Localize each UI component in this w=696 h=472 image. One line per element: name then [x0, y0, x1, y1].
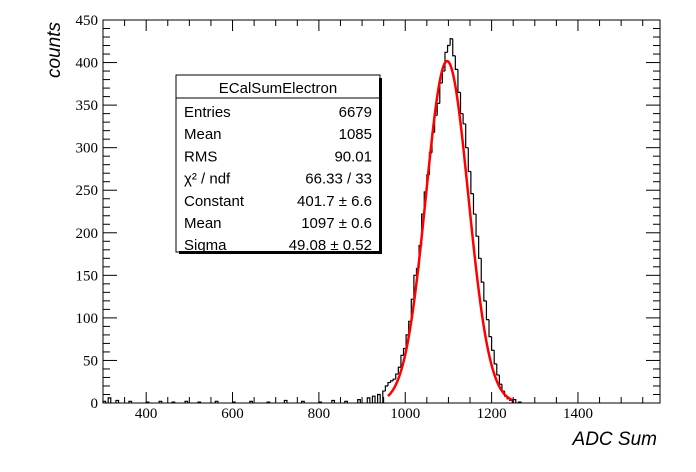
histogram-bin [465, 123, 469, 149]
stats-row-value: 1097 ± 0.6 [301, 215, 372, 232]
x-tick-labels: 400 600 800 1000 1200 1400 [135, 406, 593, 422]
histogram-bin [344, 400, 348, 403]
histogram-bin [498, 374, 502, 385]
histogram-bin [446, 44, 451, 53]
histogram-bin [449, 38, 453, 46]
plot-frame [102, 19, 661, 404]
stats-row-value: 90.01 [334, 148, 372, 165]
histogram-bin [452, 38, 456, 57]
stats-box-shadow-bottom [179, 251, 382, 254]
histogram-bin [392, 378, 396, 381]
fit-curve [387, 59, 514, 402]
y-tick-label: 250 [76, 183, 99, 199]
histogram-bin [475, 214, 479, 237]
histogram-bin [184, 400, 189, 403]
histogram-bin [301, 400, 305, 403]
plot-frame-rect [102, 19, 661, 404]
y-tick-label: 0 [91, 396, 99, 412]
histogram-bin [488, 319, 492, 338]
stats-row-label: Sigma [184, 237, 227, 254]
x-tick-label: 400 [135, 406, 158, 422]
stats-row-value: 401.7 ± 6.6 [297, 193, 372, 210]
histogram-bin [400, 354, 404, 368]
histogram-bin [467, 147, 471, 173]
stats-row-value: 1085 [339, 126, 372, 143]
histogram-bin [387, 381, 391, 386]
stats-row-label: Constant [184, 193, 245, 210]
x-tick-label: 600 [221, 406, 244, 422]
y-tick-label: 50 [83, 353, 98, 369]
histogram-bin [478, 236, 482, 259]
histogram-bin [389, 380, 394, 383]
stats-box-frame [175, 74, 381, 253]
stats-box-rows: Entries 6679 Mean 1085 RMS 90.01 χ² / ndf 66.33… [184, 104, 372, 254]
gaussian-fit [387, 59, 514, 402]
y-axis-title: counts [44, 22, 65, 78]
stats-row-label: Mean [184, 126, 222, 143]
stats-box-shadow-right [379, 78, 382, 254]
histogram-bin [371, 395, 376, 403]
stats-row-label: χ² / ndf [184, 171, 231, 188]
histogram-bin [357, 398, 361, 403]
stats-box-title: ECalSumElectron [219, 80, 337, 97]
histogram-bin [436, 102, 440, 116]
histogram-bin [459, 92, 464, 115]
x-tick-label: 1000 [390, 406, 420, 422]
histogram-bin [331, 399, 336, 403]
y-tick-label: 200 [76, 226, 99, 242]
histogram-bin [377, 393, 381, 403]
histogram-bin [457, 69, 461, 93]
histogram-bin [395, 373, 399, 380]
stats-row-value: 66.33 / 33 [305, 171, 372, 188]
histogram-bin [462, 113, 466, 125]
histogram-bin [480, 258, 484, 283]
histogram-bin [483, 282, 487, 302]
y-tick-label: 450 [76, 13, 99, 29]
y-tick-label: 150 [76, 268, 99, 284]
stats-row-value: 6679 [339, 104, 372, 121]
x-axis-title: ADC Sum [572, 429, 657, 450]
histogram-bin [454, 55, 458, 70]
x-tick-label: 1200 [477, 406, 507, 422]
y-tick-labels: 0 50 100 150 200 250 300 350 400 450 [76, 13, 99, 412]
stats-box: ECalSumElectron Entries 6679 Mean 1085 RMS 90… [175, 74, 382, 254]
histogram-bin [283, 399, 288, 403]
y-tick-label: 400 [76, 56, 99, 72]
stats-row-value: 49.08 ± 0.52 [289, 237, 372, 254]
histogram-bin [470, 171, 474, 195]
histogram-bin [158, 400, 163, 403]
y-tick-label: 100 [76, 311, 99, 327]
histogram-bin [493, 350, 497, 365]
histogram-bin [128, 400, 133, 403]
y-tick-label: 300 [76, 141, 99, 157]
histogram-bin [413, 274, 417, 300]
histogram-bin [366, 397, 371, 403]
histogram-bin [384, 385, 388, 392]
histogram-bin [249, 400, 253, 403]
histogram-bin [397, 366, 401, 375]
histogram-bin [472, 193, 477, 215]
histogram-bin [214, 400, 219, 403]
histogram-bin [496, 363, 500, 376]
stats-row-label: Entries [184, 104, 231, 121]
x-tick-label: 1400 [563, 406, 593, 422]
stats-row-label: Mean [184, 215, 222, 232]
histogram-bin [115, 399, 120, 403]
axis-ticks [102, 19, 660, 404]
x-tick-label: 800 [308, 406, 331, 422]
histogram-bin [491, 336, 495, 351]
histogram-bin [107, 397, 112, 403]
histogram-bin [439, 82, 443, 104]
y-tick-label: 350 [76, 98, 99, 114]
histogram-bin [485, 300, 490, 321]
histogram-bin [382, 390, 386, 403]
stats-row-label: RMS [184, 148, 217, 165]
